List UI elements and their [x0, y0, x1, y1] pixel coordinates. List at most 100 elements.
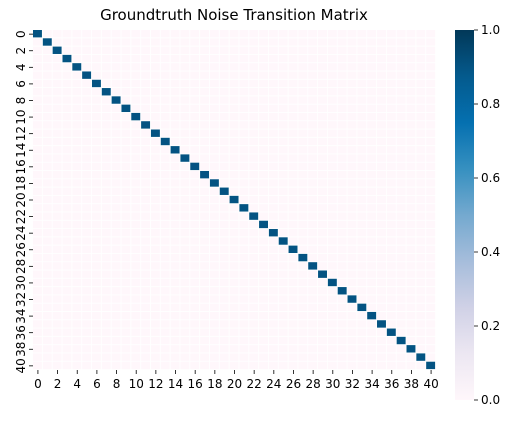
heatmap-cell — [52, 88, 62, 96]
heatmap-cell — [259, 162, 268, 171]
heatmap-cell — [229, 311, 239, 320]
heatmap-cell — [200, 320, 210, 328]
heatmap-cell — [200, 336, 210, 345]
heatmap-cell — [396, 137, 406, 146]
heatmap-cell — [298, 287, 308, 295]
heatmap-cell — [111, 46, 121, 54]
heatmap-cell — [180, 96, 190, 104]
heatmap-cell — [357, 295, 367, 303]
heatmap-cell — [259, 361, 268, 370]
heatmap-cell — [42, 237, 52, 245]
heatmap-cell — [239, 229, 249, 237]
heatmap-cell — [180, 336, 190, 345]
heatmap-cell — [367, 328, 377, 336]
heatmap-cell — [406, 353, 416, 361]
heatmap-cell — [52, 170, 62, 179]
heatmap-cell — [406, 295, 416, 303]
heatmap-cell — [200, 79, 210, 88]
heatmap-cell — [101, 63, 111, 71]
heatmap-cell — [278, 137, 288, 146]
heatmap-cell — [101, 353, 111, 361]
heatmap-cell — [62, 295, 72, 303]
heatmap-cell — [249, 46, 259, 54]
y-tick-label: 22 — [14, 209, 28, 224]
heatmap-cell — [33, 195, 42, 204]
heatmap-cell — [288, 187, 298, 195]
heatmap-cell — [327, 336, 337, 345]
heatmap-cell — [91, 112, 101, 121]
heatmap-cell — [229, 187, 239, 195]
heatmap-cell — [357, 336, 367, 345]
heatmap-cell — [33, 63, 42, 71]
heatmap-cell — [426, 170, 436, 179]
heatmap-cell — [357, 278, 367, 287]
heatmap-cell — [288, 162, 298, 171]
heatmap-cell — [121, 295, 131, 303]
heatmap-cell — [131, 229, 141, 237]
heatmap-cell — [121, 96, 131, 104]
heatmap-cell — [190, 71, 200, 79]
heatmap-cell — [288, 361, 298, 370]
heatmap-cell — [357, 361, 367, 370]
heatmap-cell — [82, 104, 92, 113]
heatmap-cell — [121, 320, 131, 328]
heatmap-cell — [416, 303, 426, 312]
heatmap-cell — [239, 278, 249, 287]
heatmap-cell — [259, 253, 268, 262]
heatmap-cell — [101, 361, 111, 370]
heatmap-cell — [298, 63, 308, 71]
heatmap-cell — [308, 96, 318, 104]
heatmap-cell — [62, 262, 72, 270]
heatmap-cell — [170, 121, 180, 129]
heatmap-cell — [416, 79, 426, 88]
heatmap-cell — [111, 154, 121, 162]
heatmap-cell — [318, 129, 327, 137]
heatmap-cell — [209, 195, 219, 204]
heatmap-cell — [121, 54, 131, 63]
heatmap-cell — [318, 154, 327, 162]
heatmap-cell — [278, 38, 288, 46]
heatmap-cell — [406, 179, 416, 187]
heatmap-cell — [239, 154, 249, 162]
heatmap-cell — [426, 46, 436, 54]
heatmap-cell — [327, 295, 337, 303]
heatmap-cell — [337, 311, 347, 320]
heatmap-cell — [42, 295, 52, 303]
heatmap-cell — [160, 30, 170, 38]
heatmap-cell — [101, 345, 111, 353]
heatmap-cell — [416, 195, 426, 204]
heatmap-cell — [170, 187, 180, 195]
heatmap-cell — [268, 237, 278, 245]
heatmap-cell — [367, 295, 377, 303]
heatmap-cell — [111, 237, 121, 245]
heatmap-cell — [268, 278, 278, 287]
heatmap-cell — [190, 79, 200, 88]
heatmap-cell — [52, 46, 62, 54]
heatmap-cell — [131, 71, 141, 79]
heatmap-cell — [249, 204, 259, 212]
heatmap-cell — [150, 46, 160, 54]
heatmap-cell — [131, 121, 141, 129]
heatmap-cell — [278, 295, 288, 303]
heatmap-cell — [308, 253, 318, 262]
heatmap-cell — [170, 79, 180, 88]
heatmap-cell — [190, 146, 200, 154]
heatmap-cell — [170, 287, 180, 295]
heatmap-cell — [72, 71, 82, 79]
heatmap-cell — [91, 129, 101, 137]
heatmap-cell — [33, 270, 42, 278]
heatmap-cell — [150, 361, 160, 370]
heatmap-cell — [426, 195, 436, 204]
heatmap-cell — [249, 287, 259, 295]
heatmap-cell — [268, 179, 278, 187]
heatmap-cell — [111, 287, 121, 295]
heatmap-cell — [170, 328, 180, 336]
heatmap-cell — [141, 320, 151, 328]
heatmap-cell — [288, 303, 298, 312]
heatmap-cell — [259, 187, 268, 195]
heatmap-cell — [52, 245, 62, 253]
heatmap-cell — [52, 71, 62, 79]
heatmap-cell — [386, 253, 396, 262]
heatmap-cell — [170, 204, 180, 212]
y-tick-label: 40 — [14, 358, 28, 373]
